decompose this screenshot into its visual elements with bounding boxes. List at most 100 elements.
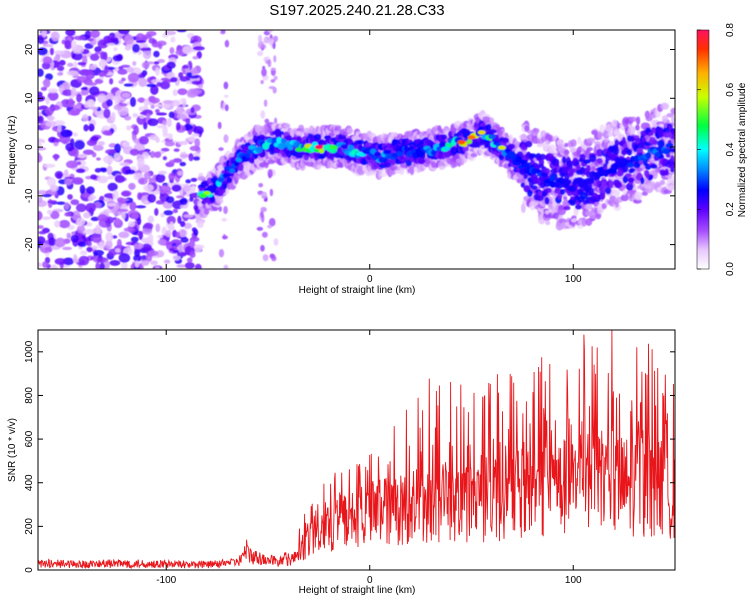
heatmap-blob	[79, 184, 86, 195]
heatmap-blob	[520, 182, 525, 188]
heatmap-blob	[94, 46, 102, 53]
heatmap-core-blob	[224, 173, 232, 178]
heatmap-blob	[260, 79, 264, 85]
heatmap-blob	[106, 99, 113, 107]
heatmap-blob	[40, 86, 48, 91]
heatmap-blob	[147, 250, 159, 257]
heatmap-blob	[137, 97, 146, 103]
heatmap-blob	[168, 133, 173, 140]
heatmap-blob	[130, 236, 139, 243]
heatmap-blob	[270, 67, 277, 71]
heatmap-core-blob	[430, 149, 437, 156]
heatmap-hotspot	[198, 193, 207, 199]
heatmap-blob	[621, 136, 626, 146]
heatmap-core-blob	[396, 150, 405, 157]
colorbar-tick-label: 0.6	[725, 82, 736, 96]
heatmap-blob	[624, 173, 632, 178]
heatmap-blob	[563, 205, 571, 211]
heatmap-blob	[107, 182, 118, 192]
heatmap-blob	[192, 46, 205, 51]
heatmap-blob	[85, 202, 96, 213]
heatmap-core-blob	[383, 149, 391, 155]
heatmap-blob	[62, 257, 74, 266]
heatmap-blob	[579, 153, 586, 162]
heatmap-blob	[165, 196, 175, 204]
heatmap-core-blob	[234, 161, 240, 167]
heatmap-blob	[38, 262, 42, 268]
heatmap-blob	[75, 203, 87, 213]
heatmap-blob	[169, 247, 175, 252]
heatmap-blob	[183, 214, 194, 218]
heatmap-blob	[66, 70, 79, 76]
heatmap-blob	[38, 196, 43, 203]
heatmap-blob	[138, 77, 148, 87]
heatmap-blob	[192, 55, 199, 60]
heatmap-blob	[45, 120, 57, 127]
heatmap-core-blob	[466, 139, 473, 145]
heatmap-blob	[187, 135, 196, 142]
heatmap-blob	[111, 112, 116, 122]
heatmap-core-blob	[406, 151, 412, 158]
heatmap-blob	[175, 195, 185, 199]
heatmap-blob	[118, 30, 130, 35]
heatmap-blob	[147, 193, 156, 203]
heatmap-blob	[67, 194, 73, 200]
heatmap-blob	[193, 125, 204, 135]
heatmap-blob	[272, 35, 279, 42]
heatmap-blob	[634, 191, 643, 201]
heatmap-blob	[72, 52, 83, 61]
heatmap-blob	[155, 173, 166, 183]
heatmap-blob	[260, 110, 266, 119]
heatmap-blob	[105, 232, 114, 242]
heatmap-blob	[177, 170, 183, 176]
heatmap-blob	[76, 225, 86, 234]
heatmap-core-blob	[255, 146, 263, 154]
heatmap-blob	[38, 138, 44, 144]
heatmap-blob	[663, 189, 672, 194]
heatmap-blob	[133, 125, 139, 135]
heatmap-blob	[263, 57, 267, 62]
heatmap-blob	[192, 244, 202, 253]
heatmap-blob	[106, 165, 113, 176]
heatmap-blob	[193, 204, 199, 211]
heatmap-core-blob	[504, 148, 511, 154]
heatmap-blob	[268, 38, 274, 46]
heatmap-blob	[399, 167, 405, 175]
heatmap-blob	[186, 72, 193, 77]
heatmap-blob	[105, 239, 113, 250]
heatmap-blob	[47, 91, 59, 101]
heatmap-blob	[157, 234, 164, 239]
heatmap-blob	[73, 254, 78, 264]
heatmap-core-blob	[248, 144, 257, 151]
heatmap-blob	[261, 150, 266, 158]
heatmap-blob	[72, 147, 79, 158]
heatmap-blob	[562, 156, 567, 164]
heatmap-blob	[38, 111, 42, 117]
heatmap-blob	[172, 208, 178, 214]
heatmap-blob	[132, 113, 139, 118]
heatmap-blob	[527, 189, 533, 197]
heatmap-blob	[86, 246, 93, 253]
heatmap-blob	[109, 78, 114, 85]
heatmap-blob	[160, 147, 170, 152]
heatmap-blob	[54, 50, 66, 55]
heatmap-blob	[56, 65, 65, 72]
heatmap-blob	[180, 98, 186, 103]
heatmap-blob	[264, 118, 270, 124]
heatmap-blob	[563, 149, 570, 155]
heatmap-blob	[189, 250, 196, 259]
heatmap-blob	[260, 206, 267, 212]
heatmap-blob	[523, 173, 528, 180]
heatmap-blob	[155, 223, 161, 233]
heatmap-blob	[189, 239, 195, 248]
heatmap-blob	[96, 157, 101, 161]
heatmap-blob	[86, 186, 95, 195]
heatmap-blob	[156, 124, 168, 129]
heatmap-blob	[577, 136, 582, 145]
heatmap-blob	[273, 55, 277, 63]
heatmap-blob	[87, 99, 96, 108]
heatmap-blob	[191, 133, 200, 137]
heatmap-blob	[159, 185, 172, 194]
heatmap-blob	[157, 238, 167, 245]
